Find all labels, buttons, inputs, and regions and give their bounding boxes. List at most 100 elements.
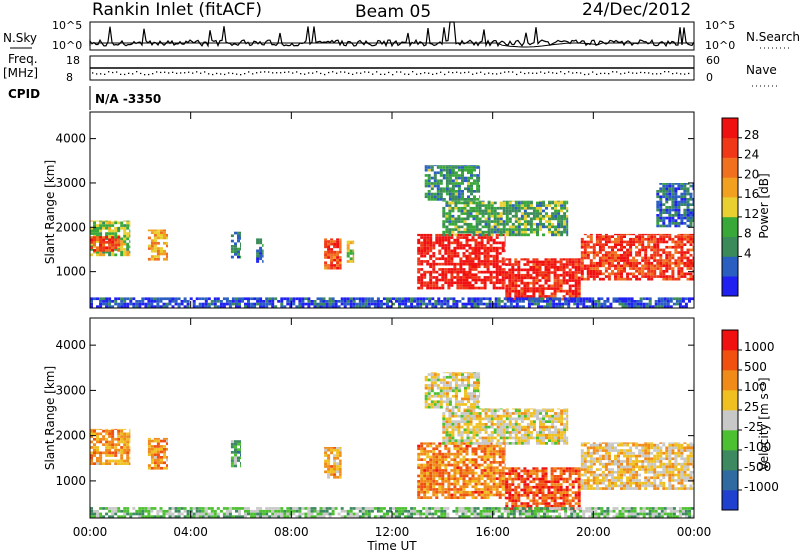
heatmap-cell [644, 457, 648, 461]
heatmap-cell [410, 300, 414, 303]
heatmap-cell [163, 447, 166, 451]
heatmap-cell [565, 467, 569, 470]
heatmap-cell [686, 277, 690, 281]
heatmap-cell [689, 487, 693, 490]
heatmap-cell [567, 300, 571, 303]
heatmap-cell [517, 230, 521, 234]
heatmap-cell [484, 212, 488, 215]
heatmap-cell [556, 485, 560, 489]
heatmap-cell [683, 261, 687, 265]
heatmap-cell [485, 302, 489, 306]
heatmap-cell [583, 442, 587, 444]
heatmap-cell [467, 184, 470, 188]
heatmap-cell [601, 487, 605, 490]
heatmap-cell [442, 225, 446, 229]
heatmap-cell [156, 231, 160, 234]
heatmap-cell [647, 243, 651, 246]
colorbar-segment [722, 276, 738, 297]
heatmap-cell [539, 225, 542, 229]
heatmap-cell [644, 454, 648, 458]
heatmap-cell [614, 264, 617, 268]
heatmap-cell [466, 209, 470, 213]
heatmap-cell [456, 233, 460, 237]
heatmap-cell [601, 237, 605, 241]
heatmap-cell [550, 480, 554, 484]
heatmap-cell [327, 447, 331, 449]
heatmap-cell [474, 233, 478, 237]
heatmap-cell [444, 452, 448, 456]
heatmap-cell [635, 245, 639, 249]
nave-dot [632, 72, 634, 74]
heatmap-cell [230, 245, 234, 248]
heatmap-cell [429, 249, 433, 253]
nave-dot [448, 71, 450, 73]
heatmap-cell [541, 284, 545, 288]
heatmap-cell [417, 496, 421, 499]
heatmap-cell [517, 268, 521, 272]
heatmap-cell [453, 463, 457, 467]
heatmap-cell [474, 238, 478, 242]
heatmap-cell [435, 493, 439, 497]
heatmap-cell [504, 471, 506, 475]
heatmap-cell [677, 208, 681, 212]
heatmap-cell [96, 435, 99, 438]
heatmap-cell [120, 305, 124, 308]
heatmap-cell [438, 461, 442, 464]
heatmap-cell [456, 463, 460, 467]
heatmap-cell [333, 465, 337, 468]
heatmap-cell [454, 165, 458, 167]
heatmap-cell [686, 208, 690, 212]
heatmap-cell [577, 480, 581, 484]
nave-dot [324, 73, 326, 76]
heatmap-cell [600, 302, 604, 306]
heatmap-cell [355, 302, 359, 306]
heatmap-cell [668, 264, 672, 268]
heatmap-cell [493, 228, 497, 231]
heatmap-cell [123, 440, 127, 444]
heatmap-cell [580, 465, 584, 469]
heatmap-cell [498, 461, 502, 464]
heatmap-cell [538, 260, 542, 264]
heatmap-cell [96, 451, 99, 455]
heatmap-cell [671, 457, 675, 461]
heatmap-cell [479, 176, 481, 180]
heatmap-cell [554, 233, 558, 237]
heatmap-cell [689, 240, 693, 244]
heatmap-cell [120, 462, 124, 465]
heatmap-cell [547, 488, 551, 492]
heatmap-cell [601, 442, 605, 444]
heatmap-cell [656, 203, 660, 206]
heatmap-cell [186, 302, 190, 306]
heatmap-cell [442, 168, 446, 172]
heatmap-cell [476, 179, 480, 183]
heatmap-cell [483, 276, 487, 279]
heatmap-cell [551, 200, 555, 202]
heatmap-cell [441, 238, 445, 242]
heatmap-cell [511, 279, 515, 282]
heatmap-cell [589, 484, 593, 488]
heatmap-cell [537, 300, 540, 303]
heatmap-cell [604, 442, 608, 444]
heatmap-cell [465, 238, 469, 242]
heatmap-cell [438, 477, 442, 480]
heatmap-cell [568, 488, 572, 492]
heatmap-cell [526, 488, 530, 492]
heatmap-cell [520, 281, 524, 285]
heatmap-cell [686, 465, 690, 469]
heatmap-cell [505, 228, 509, 231]
heatmap-cell [486, 268, 490, 271]
heatmap-cell [499, 228, 503, 231]
heatmap-cell [498, 260, 502, 263]
heatmap-cell [680, 484, 684, 488]
heatmap-cell [529, 204, 533, 207]
heatmap-cell [459, 458, 463, 461]
heatmap-cell [177, 302, 181, 306]
heatmap-cell [108, 429, 112, 433]
heatmap-cell [117, 432, 121, 436]
date-title: 24/Dec/2012 [582, 0, 691, 20]
heatmap-cell [671, 442, 675, 444]
heatmap-cell [289, 300, 293, 303]
heatmap-cell [132, 302, 136, 306]
heatmap-cell [548, 217, 551, 221]
heatmap-cell [508, 263, 512, 266]
